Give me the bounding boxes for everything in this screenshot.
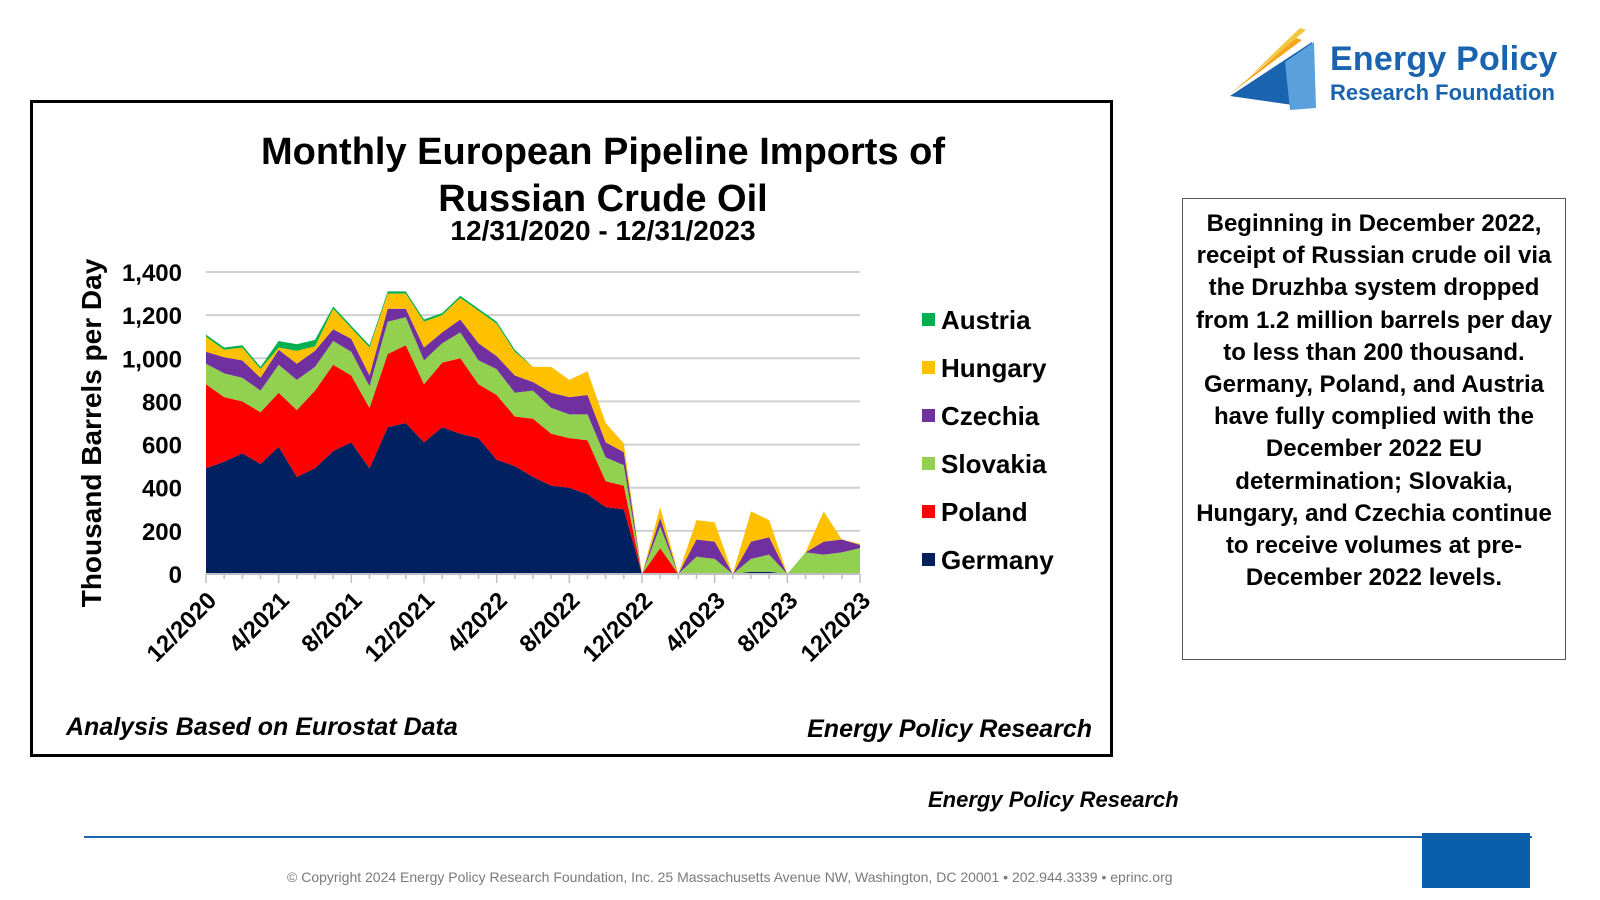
legend-label-germany: Germany: [941, 545, 1054, 575]
callout-box: Beginning in December 2022, receipt of R…: [1182, 198, 1566, 660]
y-tick-label: 400: [142, 476, 182, 503]
x-tick-label: 8/2022: [514, 587, 585, 658]
credit-note: Energy Policy Research: [807, 715, 1092, 743]
legend-label-austria: Austria: [941, 305, 1031, 335]
legend-swatch-slovakia: [922, 457, 935, 470]
x-tick-label: 12/2020: [142, 587, 222, 667]
y-tick-label: 1,000: [122, 346, 182, 373]
legend-swatch-austria: [922, 313, 935, 326]
source-note: Analysis Based on Eurostat Data: [66, 713, 458, 741]
y-tick-label: 0: [169, 562, 182, 589]
y-tick-label: 1,400: [122, 260, 182, 287]
x-tick-label: 8/2023: [732, 587, 803, 658]
legend: Austria Hungary Czechia Slovakia Poland Germa…: [922, 305, 1054, 575]
x-tick-label: 12/2021: [360, 587, 440, 667]
logo-name-line2: Research Foundation: [1330, 80, 1555, 105]
legend-label-czechia: Czechia: [941, 401, 1040, 431]
chart-title-line1: Monthly European Pipeline Imports of: [260, 131, 946, 173]
area-poland: [206, 345, 860, 574]
stacked-areas: [206, 291, 860, 574]
x-tick-label: 4/2021: [224, 587, 295, 658]
area-germany: [206, 423, 860, 574]
footer-accent-box: [1422, 833, 1530, 888]
chart-title-line2: Russian Crude Oil: [438, 178, 768, 220]
y-tick-label: 1,200: [122, 303, 182, 330]
y-tick-label: 800: [142, 389, 182, 416]
x-tick-label: 12/2022: [578, 587, 658, 667]
legend-swatch-poland: [922, 505, 935, 518]
logo-name-line1: Energy Policy: [1330, 40, 1558, 78]
x-tick-label: 8/2021: [296, 587, 367, 658]
footer-copyright: © Copyright 2024 Energy Policy Research …: [287, 869, 1173, 885]
legend-label-poland: Poland: [941, 497, 1028, 527]
logo-mark-icon: [1230, 28, 1316, 110]
legend-label-slovakia: Slovakia: [941, 449, 1047, 479]
legend-swatch-germany: [922, 553, 935, 566]
chart-title: Monthly European Pipeline Imports of Rus…: [33, 129, 1173, 223]
logo: Energy Policy Research Foundation: [1230, 24, 1590, 116]
footer-divider: [84, 836, 1532, 838]
legend-label-hungary: Hungary: [941, 353, 1047, 383]
y-tick-label: 600: [142, 433, 182, 460]
chart-frame: 0 200 400 600 800 1,000 1,200 1,400 12/2020 4/202…: [30, 100, 1113, 757]
x-tick-label: 4/2022: [442, 587, 513, 658]
y-tick-label: 200: [142, 519, 182, 546]
y-axis-title: Thousand Barrels per Day: [76, 258, 107, 607]
x-tick-label: 12/2023: [796, 587, 876, 667]
chart-subtitle: 12/31/2020 - 12/31/2023: [450, 215, 756, 246]
legend-swatch-czechia: [922, 409, 935, 422]
callout-text: Beginning in December 2022, receipt of R…: [1195, 210, 1553, 592]
area-hungary: [206, 293, 860, 574]
footer-source: Energy Policy Research: [928, 787, 1179, 812]
legend-swatch-hungary: [922, 361, 935, 374]
x-tick-label: 4/2023: [660, 587, 731, 658]
